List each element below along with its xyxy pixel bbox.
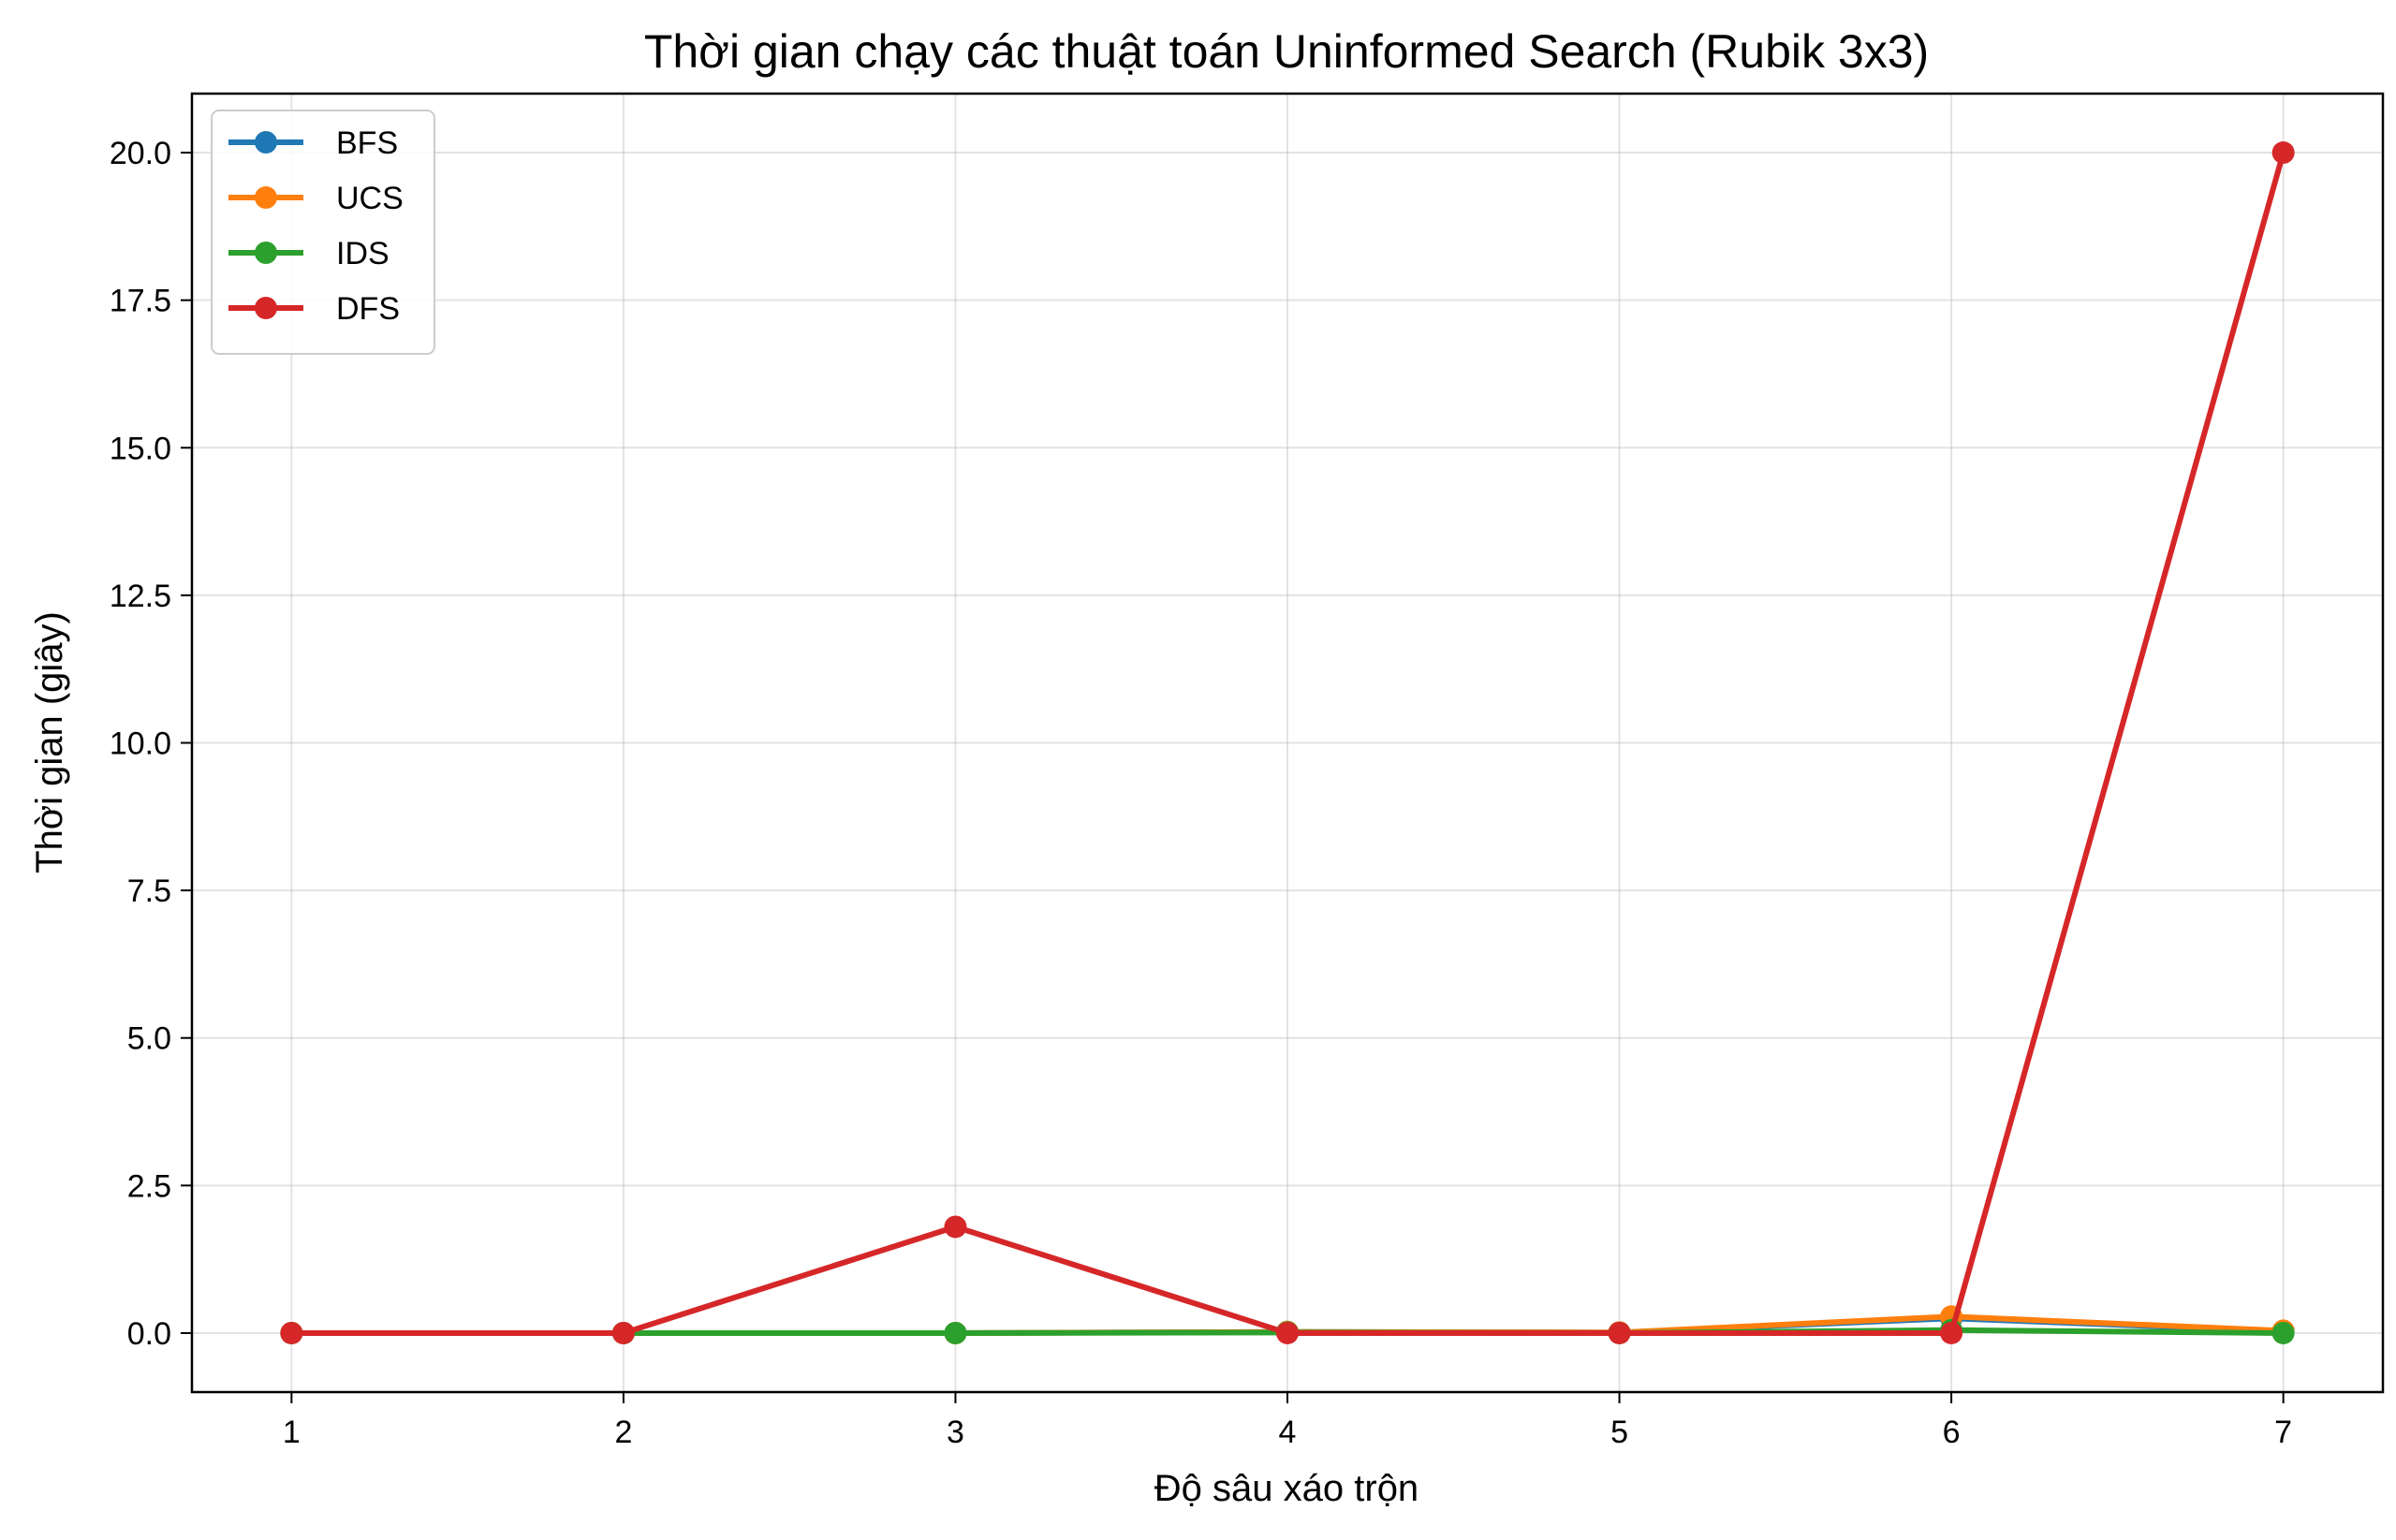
y-axis-label: Thời gian (giây)	[29, 611, 70, 873]
series-dfs	[280, 141, 2295, 1344]
y-tick-label: 20.0	[110, 136, 171, 171]
legend-marker	[255, 297, 277, 319]
legend-item-bfs: BFS	[228, 125, 398, 161]
data-point-dfs	[280, 1321, 303, 1344]
legend-box	[211, 110, 435, 355]
y-tick-label: 0.0	[127, 1316, 171, 1352]
legend: BFS UCS IDS DFS	[211, 110, 435, 355]
y-tick-label: 17.5	[110, 284, 171, 319]
legend-label: IDS	[336, 236, 390, 271]
legend-item-dfs: DFS	[228, 291, 400, 327]
legend-item-ucs: UCS	[228, 181, 404, 216]
series-layer	[280, 141, 2295, 1344]
x-tick-label: 5	[1610, 1415, 1628, 1450]
x-tick-label: 7	[2274, 1415, 2292, 1450]
y-tick-label: 2.5	[127, 1168, 171, 1204]
legend-marker	[255, 131, 277, 154]
y-tick-label: 15.0	[110, 431, 171, 466]
legend-label: BFS	[336, 125, 398, 161]
y-axis-ticks: 0.0 2.5 5.0 7.5 10.0 12.5 15.0 17.5 20.0	[110, 136, 192, 1352]
data-point-dfs	[1276, 1321, 1299, 1344]
chart-title: Thời gian chạy các thuật toán Uninformed…	[644, 25, 1929, 78]
y-tick-label: 5.0	[127, 1021, 171, 1057]
legend-label: DFS	[336, 291, 400, 327]
y-tick-label: 10.0	[110, 726, 171, 762]
x-axis-label: Độ sâu xáo trộn	[1154, 1468, 1418, 1509]
data-point-dfs	[1608, 1321, 1631, 1344]
x-tick-label: 3	[947, 1415, 964, 1450]
data-point-dfs	[1940, 1321, 1963, 1344]
data-point-ids	[944, 1321, 967, 1344]
data-point-ids	[2271, 1321, 2295, 1344]
legend-marker	[255, 186, 277, 209]
legend-item-ids: IDS	[228, 236, 390, 271]
x-axis-ticks: 1 2 3 4 5 6 7	[283, 1392, 2292, 1450]
legend-marker	[255, 242, 277, 264]
y-tick-label: 7.5	[127, 873, 171, 909]
x-tick-label: 2	[614, 1415, 632, 1450]
x-tick-label: 4	[1279, 1415, 1297, 1450]
grid-lines	[192, 94, 2383, 1392]
x-tick-label: 1	[283, 1415, 301, 1450]
data-point-dfs	[611, 1321, 635, 1344]
x-tick-label: 6	[1943, 1415, 1961, 1450]
legend-label: UCS	[336, 181, 404, 216]
data-point-dfs	[2271, 141, 2295, 165]
data-point-dfs	[944, 1215, 967, 1239]
y-tick-label: 12.5	[110, 579, 171, 614]
